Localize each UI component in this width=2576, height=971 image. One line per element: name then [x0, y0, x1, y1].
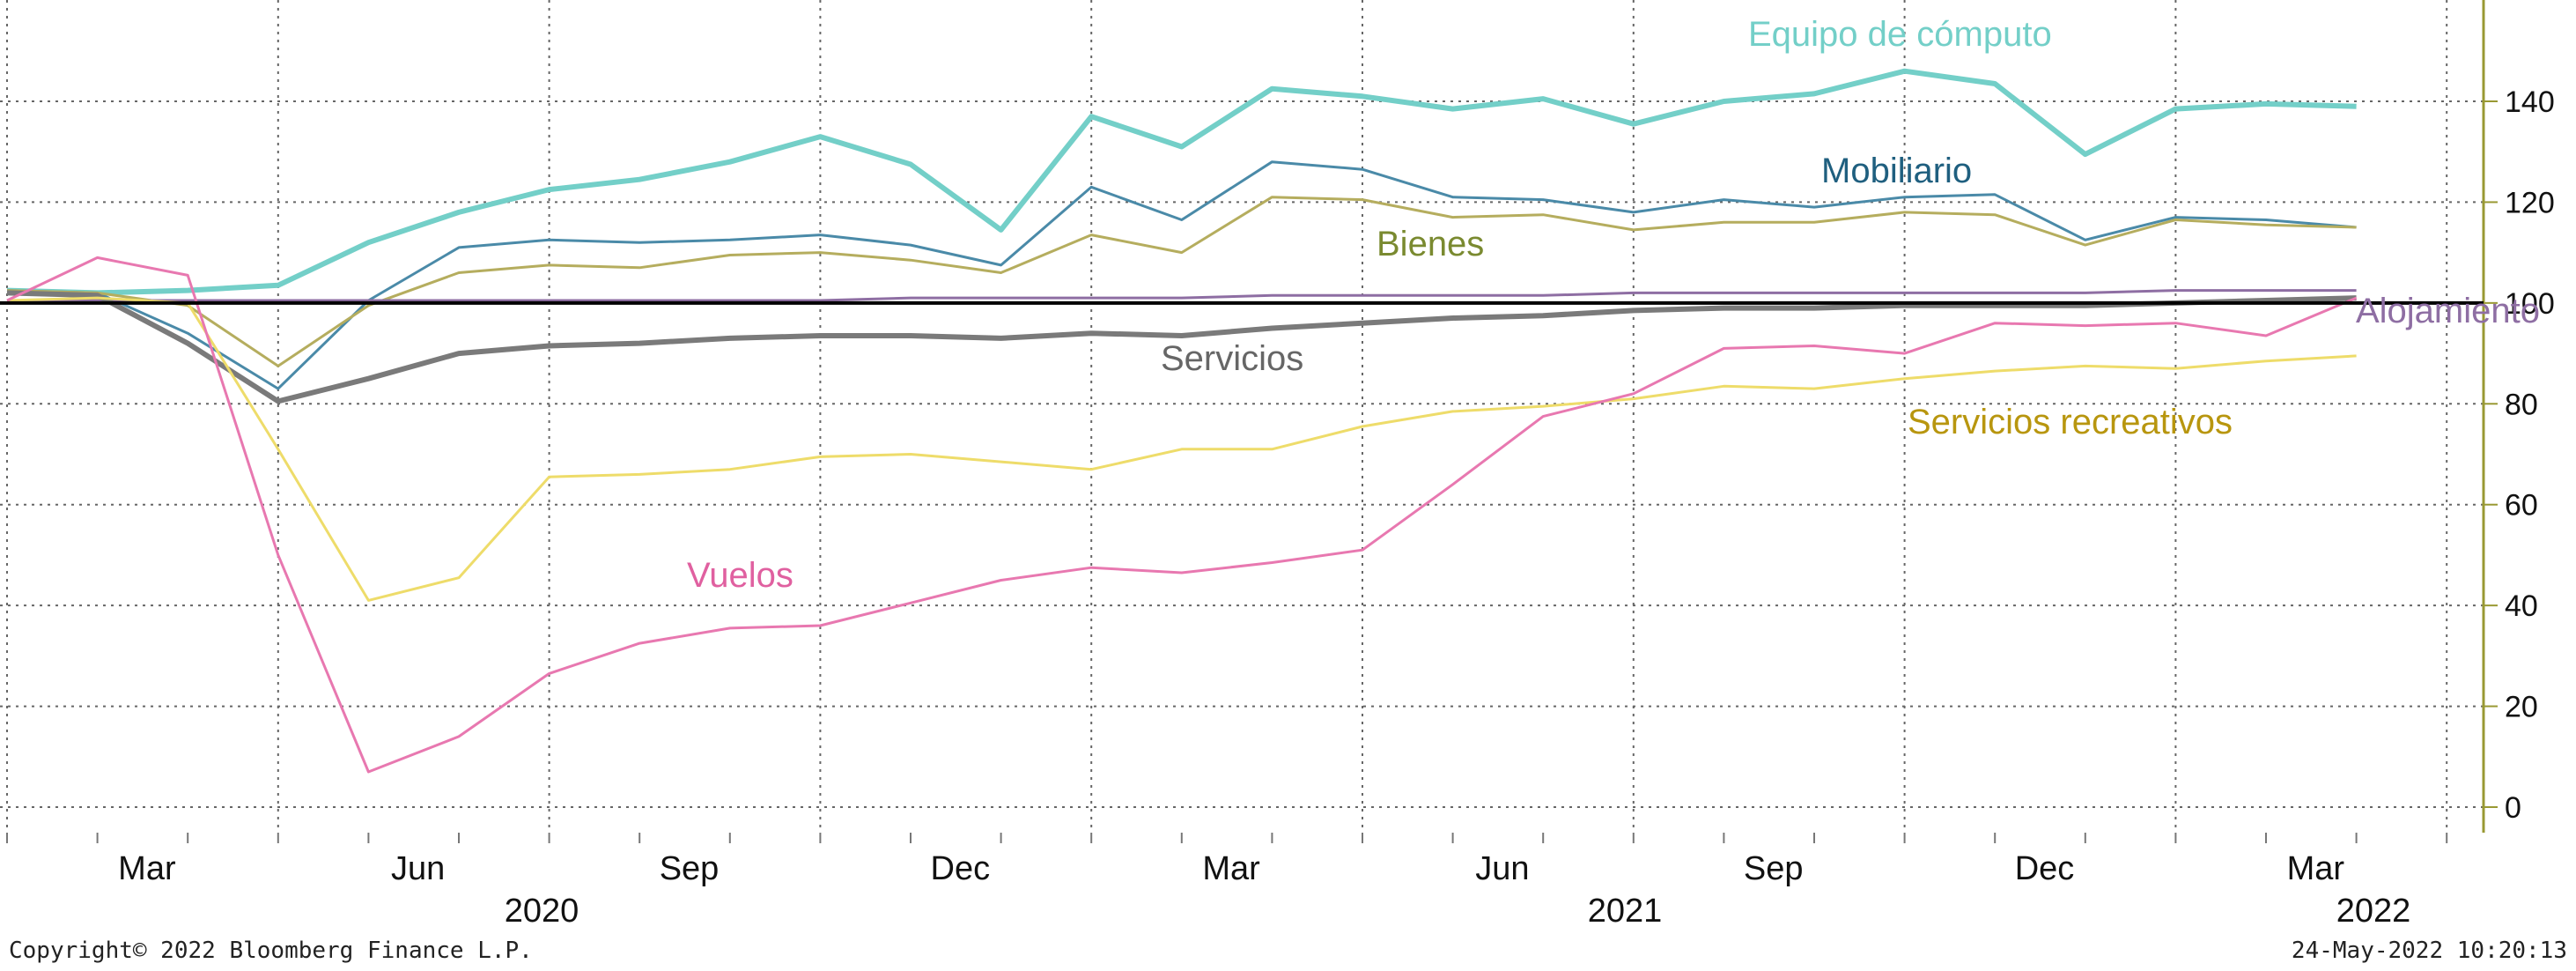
series-line-equipo-de-computo: [6, 68, 2357, 296]
y-tick-label: 80: [2505, 388, 2538, 421]
x-tick-label: Jun: [391, 850, 445, 887]
timestamp-text: 24-May-2022 10:20:13: [2291, 938, 2567, 964]
x-tick-label: Dec: [2015, 850, 2075, 887]
x-tick-label: Mar: [1202, 850, 1260, 887]
series-lines: [6, 68, 2358, 774]
x-tick-label: Jun: [1475, 850, 1529, 887]
series-label: Servicios recreativos: [1908, 403, 2233, 441]
y-tick-label: 20: [2505, 691, 2538, 724]
axes: 0 20 40 60 80 100 120 140 Mar Jun Sep Dec Mar Jun Sep D…: [0, 0, 2555, 930]
y-tick-label: 40: [2505, 589, 2538, 623]
y-tick-label: 120: [2505, 186, 2555, 219]
x-tick-label: Sep: [660, 850, 720, 887]
copyright-text: Copyright© 2022 Bloomberg Finance L.P.: [9, 938, 533, 964]
series-line-servicios-recreativos: [6, 296, 2357, 602]
y-tick-label: 140: [2505, 85, 2555, 119]
series-line-mobiliario: [6, 160, 2357, 390]
x-year-label: 2021: [1588, 893, 1663, 930]
x-tick-label: Sep: [1744, 850, 1804, 887]
series-label: Bienes: [1377, 225, 1484, 263]
series-line-servicios: [6, 290, 2357, 404]
series-line-vuelos: [6, 256, 2358, 774]
series-label: Equipo de cómputo: [1748, 15, 2052, 54]
x-tick-label: Mar: [2287, 850, 2345, 887]
y-tick-label: 60: [2505, 489, 2538, 523]
y-tick-label: 0: [2505, 791, 2521, 825]
x-tick-label: Dec: [931, 850, 991, 887]
series-line-bienes: [6, 196, 2357, 367]
x-tick-label: Mar: [118, 850, 176, 887]
series-label: Vuelos: [687, 556, 793, 595]
x-year-label: 2022: [2336, 893, 2411, 930]
series-labels: Equipo de cómputo Mobiliario Bienes Alojami…: [687, 15, 2540, 595]
series-line-alojamiento: [7, 289, 2357, 302]
x-year-label: 2020: [505, 893, 579, 930]
series-label: Alojamiento: [2356, 292, 2540, 330]
series-label: Mobiliario: [1821, 152, 1972, 190]
series-label: Servicios: [1161, 339, 1303, 378]
y-tick-label: 100: [2505, 287, 2555, 321]
